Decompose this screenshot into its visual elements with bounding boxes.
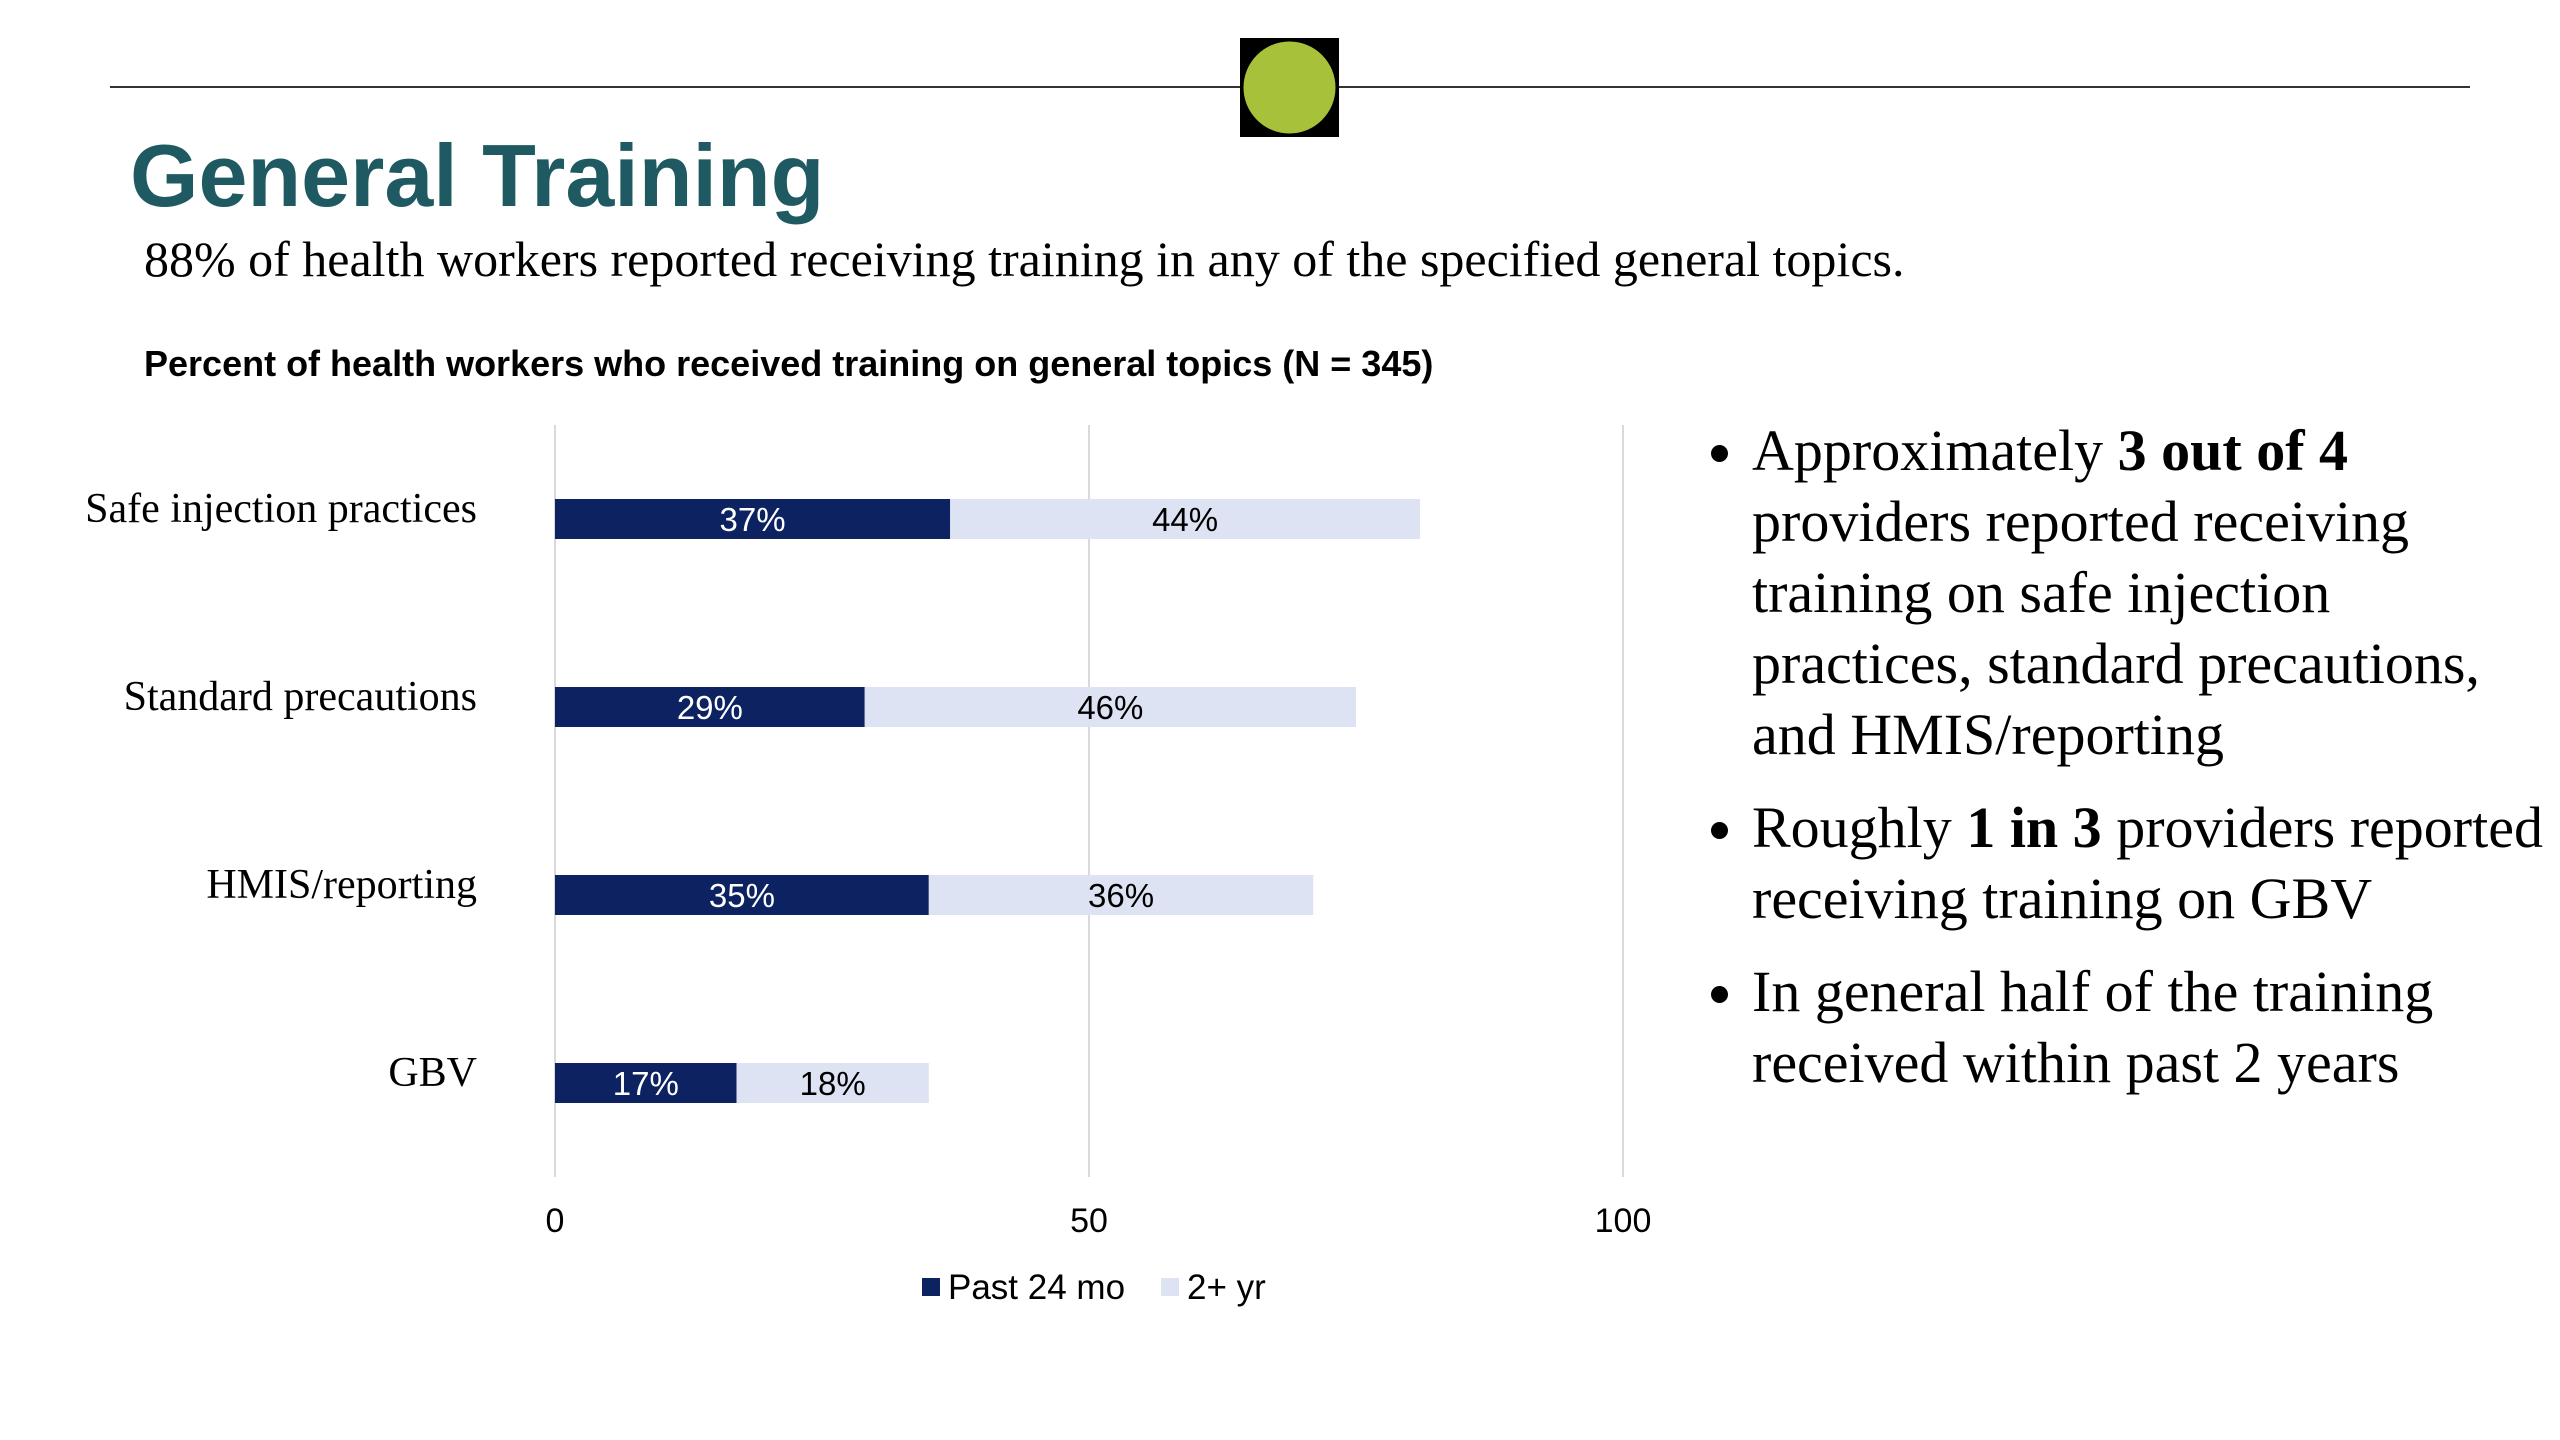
category-label: Safe injection practices <box>85 486 477 532</box>
data-label: 35% <box>709 877 775 914</box>
data-label: 37% <box>720 501 786 538</box>
data-label: 18% <box>800 1065 866 1102</box>
bullet-text: providers reported receiving training on… <box>1752 795 2543 931</box>
data-label: 44% <box>1152 501 1218 538</box>
bar-segment <box>950 499 1421 539</box>
bullet-list: Approximately 3 out of 4 providers repor… <box>1700 415 2552 1120</box>
bar-segment <box>928 875 1314 915</box>
bullet: In general half of the training received… <box>1752 956 2552 1098</box>
chart-title: Percent of health workers who received t… <box>144 343 1434 384</box>
bullet-text: Approximately <box>1752 418 2118 483</box>
bullet-emphasis: 3 out of 4 <box>2117 418 2349 483</box>
bar-segment <box>555 499 951 539</box>
data-label: 36% <box>1088 877 1154 914</box>
category-label: Standard precautions <box>123 674 477 720</box>
legend-swatch <box>1161 1278 1180 1296</box>
x-tick-label: 50 <box>1070 1202 1108 1240</box>
data-label: 29% <box>677 689 743 726</box>
category-label: HMIS/reporting <box>206 862 477 908</box>
category-label: GBV <box>388 1050 477 1096</box>
bullet-emphasis: 1 in 3 <box>1966 795 2102 860</box>
data-label: 17% <box>613 1065 679 1102</box>
bar-segment <box>736 1063 929 1103</box>
bar-segment <box>555 687 865 727</box>
bullet: Approximately 3 out of 4 providers repor… <box>1752 415 2552 770</box>
legend-swatch <box>922 1278 940 1296</box>
legend-label: 2+ yr <box>1187 1268 1266 1307</box>
bar-segment <box>555 1063 737 1103</box>
bullet: Roughly 1 in 3 providers reported receiv… <box>1752 792 2552 934</box>
slide-title: General Training <box>130 126 825 225</box>
data-label: 46% <box>1077 689 1143 726</box>
bullet-text: providers reported receiving training on… <box>1752 489 2480 767</box>
bullet-text: Roughly <box>1752 795 1967 860</box>
bar-segment <box>555 875 929 915</box>
logo-dot <box>1243 41 1336 134</box>
x-tick-label: 0 <box>546 1202 565 1240</box>
legend-label: Past 24 mo <box>948 1268 1125 1307</box>
bullet-text: In general half of the training received… <box>1752 959 2434 1095</box>
slide-subtitle: 88% of health workers reported receiving… <box>144 231 1905 287</box>
bar-segment <box>864 687 1356 727</box>
x-tick-label: 100 <box>1595 1202 1652 1240</box>
